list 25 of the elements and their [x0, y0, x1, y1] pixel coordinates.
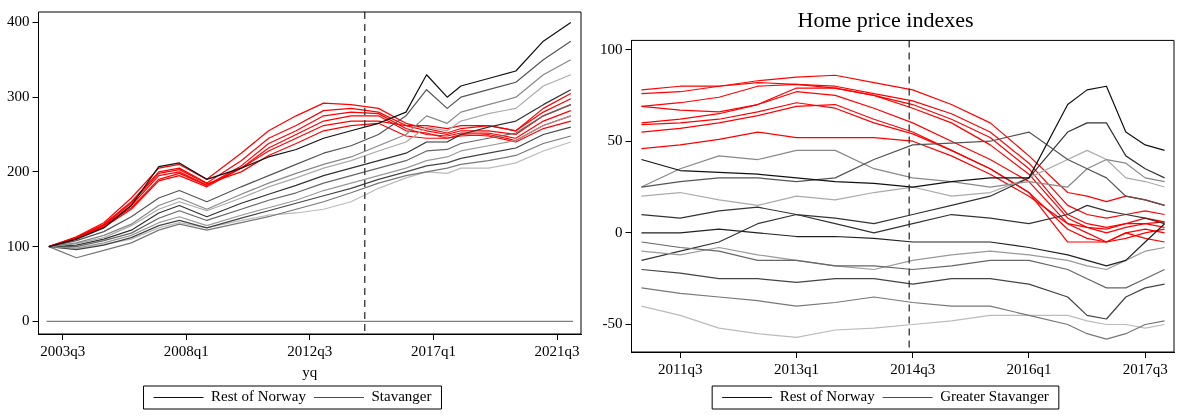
legend-label: Stavanger	[371, 388, 432, 405]
x-tick-label: 2008q1	[163, 342, 209, 359]
legend-label: Rest of Norway	[211, 388, 307, 405]
legend-label: Greater Stavanger	[940, 388, 1049, 405]
x-tick-label: 2017q1	[410, 342, 456, 359]
x-tick-label: 2014q3	[890, 360, 936, 377]
y-tick-label: 300	[7, 88, 30, 105]
x-tick-label: 2016q1	[1006, 360, 1052, 377]
y-tick-label: 0	[22, 312, 30, 329]
y-tick-label: -50	[602, 315, 623, 332]
legend-label: Rest of Norway	[779, 388, 876, 405]
y-tick-label: 100	[7, 237, 30, 254]
x-tick-label: 2013q1	[773, 360, 819, 377]
y-tick-label: 400	[7, 13, 30, 30]
y-tick-label: 50	[607, 132, 623, 149]
chart-title: Home price indexes	[797, 6, 974, 32]
x-tick-label: 2012q3	[287, 342, 333, 359]
x-tick-label: 2017q3	[1122, 360, 1168, 377]
x-tick-label: 2021q3	[534, 342, 580, 359]
y-tick-label: 100	[600, 40, 623, 57]
y-tick-label: 0	[615, 223, 623, 240]
x-axis-title: yq	[302, 363, 318, 380]
y-tick-label: 200	[7, 162, 30, 179]
x-tick-label: 2011q3	[657, 360, 703, 377]
x-tick-label: 2003q3	[40, 342, 86, 359]
